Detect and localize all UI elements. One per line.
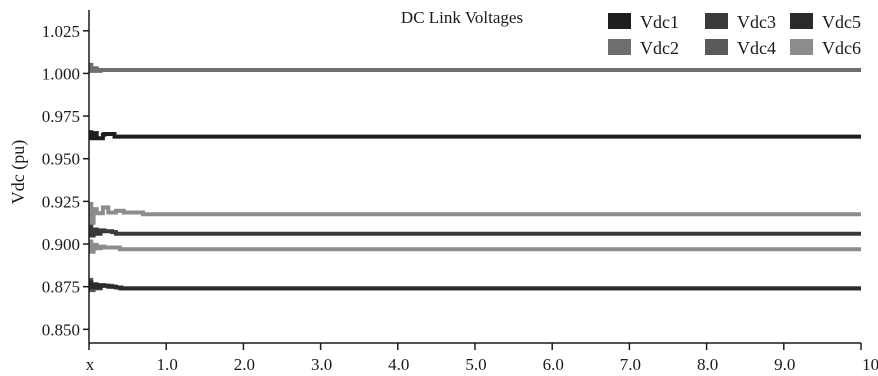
legend-label-vdc6: Vdc6: [822, 38, 861, 58]
series-line-vdc3: [89, 222, 861, 238]
series-line-vdc1: [89, 130, 861, 141]
legend-swatch-vdc6: [790, 39, 813, 55]
legend-label-vdc5: Vdc5: [822, 12, 861, 32]
legend-label-vdc3: Vdc3: [737, 12, 776, 32]
x-tick-label: 7.0: [620, 355, 641, 374]
x-tick-label: 6.0: [543, 355, 564, 374]
legend-label-vdc4: Vdc4: [737, 38, 776, 58]
x-tick-label: 5.0: [465, 355, 486, 374]
y-tick-label: 0.900: [42, 235, 80, 254]
x-tick-label: 10.0: [862, 355, 878, 374]
x-tick-label: x: [86, 355, 95, 374]
legend-swatch-vdc5: [790, 13, 813, 29]
y-ticks: 0.850 0.875 0.900 0.925 0.950 0.975 1.000 1.025: [42, 22, 89, 339]
series-line-vdc5: [89, 280, 861, 291]
legend-swatch-vdc3: [705, 13, 728, 29]
chart-title: DC Link Voltages: [401, 8, 523, 27]
y-tick-label: 1.000: [42, 64, 80, 83]
legend-swatch-vdc4: [705, 39, 728, 55]
y-tick-label: 0.950: [42, 150, 80, 169]
plot-lines: [89, 62, 861, 293]
x-tick-label: 9.0: [774, 355, 795, 374]
legend: Vdc1 Vdc2 Vdc3 Vdc4 Vdc5 Vdc6: [608, 12, 861, 58]
y-tick-label: 0.850: [42, 320, 80, 339]
series-line-vdc6: [89, 201, 861, 225]
legend-label-vdc1: Vdc1: [640, 12, 679, 32]
y-tick-label: 0.875: [42, 278, 80, 297]
y-tick-label: 1.025: [42, 22, 80, 41]
legend-label-vdc2: Vdc2: [640, 38, 679, 58]
x-tick-label: 3.0: [311, 355, 332, 374]
y-tick-label: 0.925: [42, 192, 80, 211]
x-ticks: x 1.0 2.0 3.0 4.0 5.0 6.0 7.0 8.0 9.0 10.0: [86, 343, 878, 374]
y-axis-title: Vdc (pu): [8, 140, 29, 204]
x-tick-label: 1.0: [157, 355, 178, 374]
x-tick-label: 8.0: [697, 355, 718, 374]
y-tick-label: 0.975: [42, 107, 80, 126]
x-tick-label: 2.0: [234, 355, 255, 374]
axes: 0.850 0.875 0.900 0.925 0.950 0.975 1.000 1.025…: [42, 10, 878, 374]
series-line-unlabeled-6: [89, 239, 861, 254]
legend-swatch-vdc2: [608, 39, 631, 55]
x-tick-label: 4.0: [388, 355, 409, 374]
series-line-vdc2: [89, 62, 861, 73]
legend-swatch-vdc1: [608, 13, 631, 29]
